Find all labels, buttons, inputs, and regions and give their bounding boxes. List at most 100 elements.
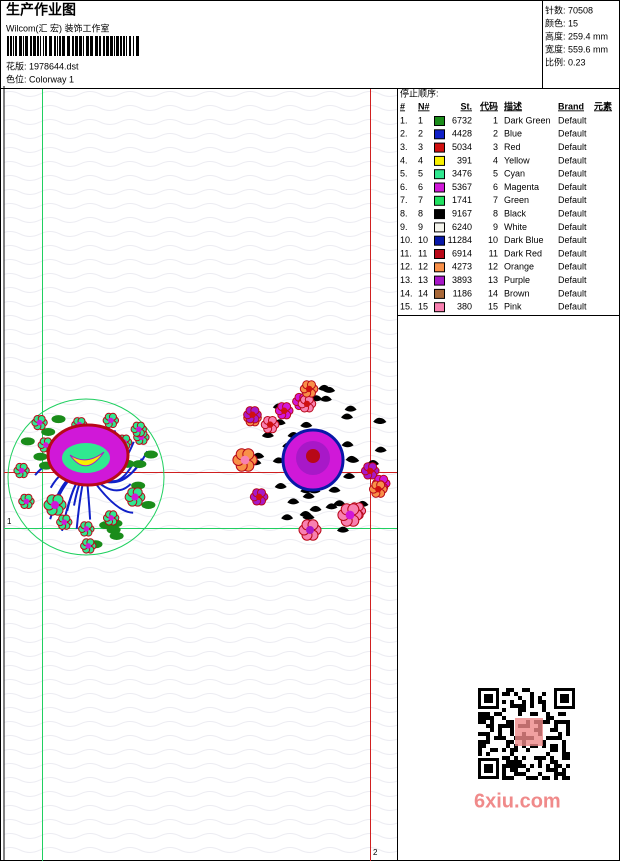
needle: 7 xyxy=(418,195,423,205)
leaf-black xyxy=(299,511,312,518)
code: 9 xyxy=(493,222,498,232)
module xyxy=(494,736,498,740)
bar xyxy=(23,36,24,56)
needle: 11 xyxy=(418,248,427,258)
module xyxy=(546,712,550,716)
description: White xyxy=(504,222,527,232)
module xyxy=(538,760,542,764)
module xyxy=(502,764,506,768)
center xyxy=(85,543,92,549)
leaf-black xyxy=(323,386,336,393)
module xyxy=(558,720,562,724)
colorway: 色位: Colorway 1 xyxy=(6,73,74,84)
brand: Default xyxy=(558,208,587,218)
center xyxy=(266,421,274,428)
module xyxy=(502,748,506,752)
module xyxy=(546,776,550,780)
row-index: 15. xyxy=(400,302,413,312)
brand: Default xyxy=(558,129,587,139)
module xyxy=(566,776,570,780)
module xyxy=(486,740,490,744)
module xyxy=(482,720,486,724)
module xyxy=(490,724,494,728)
module xyxy=(538,764,542,768)
code: 11 xyxy=(489,248,498,258)
module xyxy=(530,712,534,716)
module xyxy=(510,700,514,704)
module xyxy=(562,748,566,752)
code: 2 xyxy=(493,129,498,139)
module xyxy=(566,724,570,728)
module xyxy=(510,748,514,752)
swatch xyxy=(434,209,445,220)
module xyxy=(562,740,566,744)
module xyxy=(494,712,498,716)
row-index: 5. xyxy=(400,169,408,179)
needle: 15 xyxy=(418,302,428,312)
watermark-text: 6xiu.com xyxy=(474,790,561,812)
leaf-black xyxy=(336,526,349,533)
stitches: 9167 xyxy=(452,208,472,218)
module xyxy=(538,696,542,700)
bar xyxy=(45,36,47,56)
module xyxy=(502,776,506,780)
leaf-black xyxy=(373,417,386,424)
center xyxy=(42,442,49,448)
module xyxy=(562,744,566,748)
module xyxy=(510,732,514,736)
bar xyxy=(95,36,98,56)
bar xyxy=(120,36,122,56)
scale: 比例: 0.23 xyxy=(545,56,586,67)
module xyxy=(478,732,482,736)
watermark: 6xiu.com xyxy=(470,680,585,812)
bar xyxy=(114,36,115,56)
module xyxy=(550,716,554,720)
brand: Default xyxy=(558,248,587,258)
leaf xyxy=(141,500,156,509)
module xyxy=(478,744,482,748)
module xyxy=(514,772,518,776)
description: Dark Green xyxy=(504,115,551,125)
needle: 6 xyxy=(418,182,423,192)
stop-table: # N# St. 代码 描述 Brand 元素1. 1 6732 1 Dark Green Defau… xyxy=(400,100,612,313)
module xyxy=(506,756,510,760)
brand: Default xyxy=(558,235,587,245)
module xyxy=(486,732,490,736)
height: 高度: 259.4 mm xyxy=(545,30,608,41)
bar xyxy=(10,36,12,56)
leaf xyxy=(131,481,146,490)
bar xyxy=(133,36,134,56)
bar xyxy=(129,36,131,56)
center xyxy=(23,498,30,505)
module xyxy=(478,752,482,756)
module xyxy=(550,756,554,760)
module xyxy=(546,768,550,772)
stitches: 1741 xyxy=(452,195,472,205)
module xyxy=(510,724,514,728)
col-needle: N# xyxy=(418,101,430,111)
design-file: 花版: 1978644.dst xyxy=(6,60,79,71)
module xyxy=(522,772,526,776)
module xyxy=(566,732,570,736)
module xyxy=(550,728,554,732)
row-index: 4. xyxy=(400,155,408,165)
module xyxy=(538,700,542,704)
center xyxy=(305,385,313,393)
description: Dark Blue xyxy=(504,235,544,245)
module xyxy=(554,728,558,732)
module xyxy=(506,724,510,728)
bar xyxy=(86,36,89,56)
bar xyxy=(67,36,70,56)
module xyxy=(558,772,562,776)
module xyxy=(534,712,538,716)
center xyxy=(18,467,25,474)
module xyxy=(478,716,482,720)
bar xyxy=(25,36,28,56)
finder-core xyxy=(484,694,493,703)
center xyxy=(345,510,355,520)
module xyxy=(518,708,522,712)
module xyxy=(506,692,510,696)
bar xyxy=(15,36,17,56)
leaf-black xyxy=(344,405,357,412)
